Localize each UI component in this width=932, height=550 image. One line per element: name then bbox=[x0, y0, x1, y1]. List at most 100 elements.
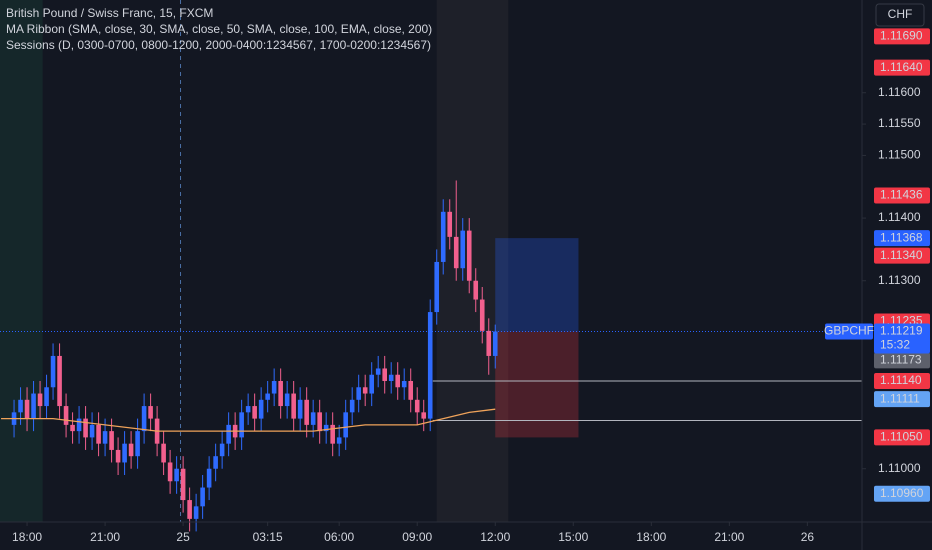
candle-body bbox=[76, 418, 82, 432]
candle-body bbox=[174, 468, 179, 482]
candle-body bbox=[421, 412, 427, 419]
x-tick-label: 25 bbox=[176, 530, 190, 544]
candle-body bbox=[369, 374, 374, 394]
candle-body bbox=[24, 399, 30, 419]
price-badge bbox=[874, 28, 930, 45]
candle-body bbox=[239, 412, 244, 438]
candle-body bbox=[434, 261, 440, 313]
price-badge bbox=[874, 485, 930, 502]
price-badge bbox=[874, 429, 930, 446]
candle-body bbox=[460, 230, 466, 269]
x-tick-label: 06:00 bbox=[324, 530, 354, 544]
symbol-badge bbox=[825, 323, 873, 340]
candle-body bbox=[102, 431, 108, 444]
candle-body bbox=[206, 468, 212, 488]
x-tick-label: 15:00 bbox=[558, 530, 588, 544]
price-badge-label: 1.11436 bbox=[880, 188, 923, 202]
candle-body bbox=[200, 487, 205, 507]
candle-body bbox=[408, 381, 414, 400]
candle-body bbox=[50, 355, 56, 388]
price-badge-label: 1.11640 bbox=[880, 60, 923, 74]
session-band bbox=[0, 0, 43, 522]
session-band bbox=[436, 0, 509, 522]
candle-body bbox=[83, 418, 88, 438]
price-badge-label: 1.11140 bbox=[880, 373, 922, 387]
candle-body bbox=[297, 399, 303, 419]
indicator: MA Ribbon (SMA, close, 30, SMA, close, 5… bbox=[6, 22, 432, 36]
x-tick-label: 21:00 bbox=[90, 530, 120, 544]
candle-body bbox=[187, 500, 192, 519]
axis: 1.11600 1.11550 1.11500 1.11400 1.11300 1.110… bbox=[12, 28, 930, 544]
x-tick-label: 26 bbox=[801, 530, 815, 544]
candle-body bbox=[258, 399, 264, 419]
price-badge-label: 1.11368 bbox=[880, 230, 923, 244]
candle-body bbox=[440, 211, 446, 262]
candle-body bbox=[63, 406, 69, 425]
currency-button[interactable] bbox=[875, 3, 925, 27]
x-tick-label: 21:00 bbox=[714, 530, 744, 544]
candle-body bbox=[193, 506, 199, 519]
candle-body bbox=[317, 412, 322, 432]
candle-body bbox=[252, 406, 257, 419]
candle-body bbox=[427, 312, 433, 419]
candle-body bbox=[362, 387, 368, 394]
symbol-title: British Pound / Swiss Franc, 15, FXCM bbox=[6, 6, 213, 20]
position-stop bbox=[495, 331, 579, 438]
candle-body bbox=[453, 236, 459, 269]
candle-body bbox=[148, 406, 153, 419]
countdown: 15:32 bbox=[880, 338, 910, 352]
price-badge bbox=[874, 352, 930, 369]
y-tick-label: 1.11550 bbox=[878, 116, 921, 130]
price-badge bbox=[874, 247, 930, 264]
current-price-badge bbox=[874, 323, 930, 354]
candle-body bbox=[486, 330, 492, 356]
candle-body bbox=[180, 468, 186, 501]
y-tick-label: 1.11500 bbox=[878, 148, 921, 162]
candle-body bbox=[115, 449, 121, 463]
candle-body bbox=[291, 393, 296, 419]
candle-body bbox=[382, 368, 388, 382]
candle-body bbox=[109, 431, 114, 450]
x-tick-label: 03:15 bbox=[253, 530, 283, 544]
y-tick-label: 1.11400 bbox=[878, 210, 921, 224]
candle-body bbox=[310, 412, 316, 425]
currency-label[interactable]: CHF bbox=[888, 7, 913, 21]
candle-body bbox=[44, 387, 49, 407]
candle-body bbox=[284, 393, 290, 407]
candle-body bbox=[343, 412, 348, 438]
x-tick-label: 09:00 bbox=[402, 530, 432, 544]
symbol-badge-label: GBPCHF bbox=[824, 324, 874, 338]
price-axis bbox=[862, 0, 932, 550]
candle-body bbox=[167, 462, 173, 482]
price-badge-label: 1.10960 bbox=[880, 486, 924, 500]
candle-body bbox=[447, 211, 453, 237]
current-price-label: 1.11219 bbox=[880, 324, 923, 338]
candle-body bbox=[122, 443, 127, 463]
candle-body bbox=[18, 399, 23, 413]
y-tick-label: 1.11600 bbox=[878, 85, 921, 99]
candle-body bbox=[89, 424, 95, 438]
x-tick-label: 18:00 bbox=[12, 530, 42, 544]
candle-body bbox=[414, 399, 420, 413]
y-tick-label: 1.11000 bbox=[878, 461, 921, 475]
price-badge bbox=[874, 373, 930, 390]
candle-body bbox=[375, 368, 381, 375]
candle-body bbox=[128, 443, 134, 457]
price-badge bbox=[874, 59, 930, 76]
candle-body bbox=[219, 443, 225, 457]
candle-body bbox=[31, 393, 36, 419]
candle-body bbox=[70, 424, 75, 432]
candle-body bbox=[323, 424, 329, 432]
candle-body bbox=[479, 299, 485, 331]
candle-body bbox=[395, 374, 401, 388]
x-tick-label: 18:00 bbox=[636, 530, 666, 544]
candle-body bbox=[226, 424, 231, 444]
candle-body bbox=[278, 381, 283, 407]
candle-body bbox=[213, 456, 218, 469]
plot bbox=[1, 180, 498, 532]
position-target bbox=[495, 238, 579, 332]
price-badge-label: 1.11173 bbox=[880, 352, 922, 366]
candle-body bbox=[356, 387, 361, 400]
candle-body bbox=[265, 393, 270, 400]
